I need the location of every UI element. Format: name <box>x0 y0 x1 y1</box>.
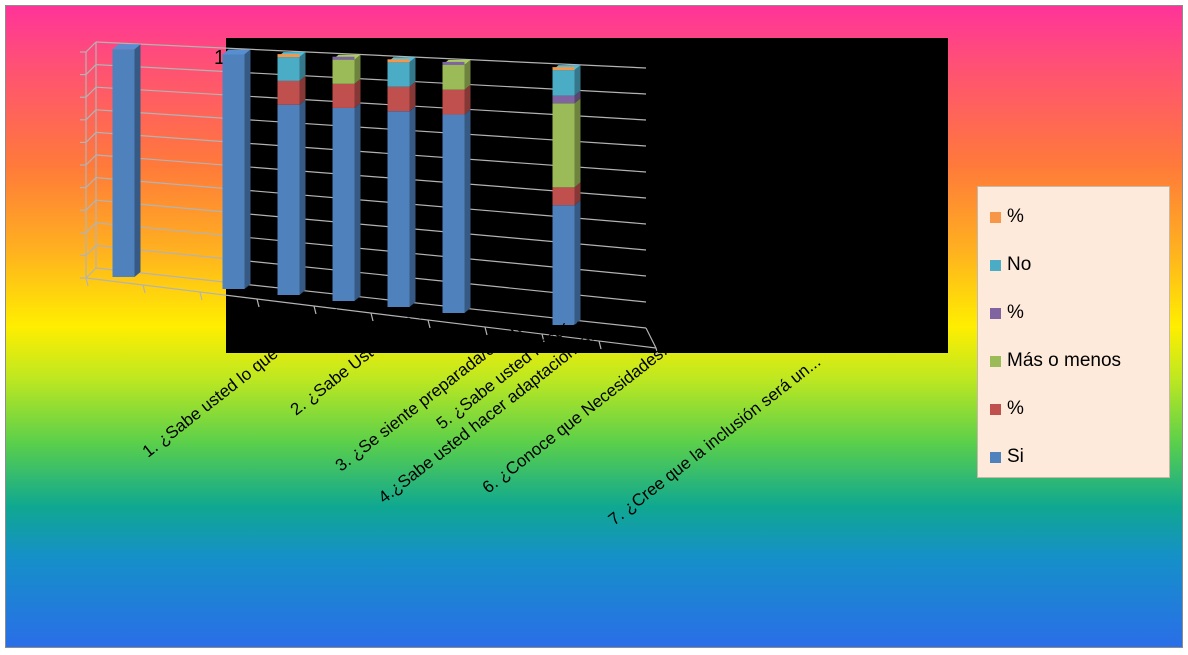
bar-side <box>574 90 581 104</box>
bar-segment <box>332 83 355 108</box>
category-label: 1. ¿Sabe usted lo que significa... <box>139 294 345 461</box>
legend-item: % <box>990 397 1024 421</box>
bar-side <box>574 182 581 206</box>
gridline <box>85 199 97 211</box>
legend-label: % <box>1007 398 1024 419</box>
bar-side <box>409 57 416 87</box>
bar-side <box>409 106 416 308</box>
bar-segment <box>277 80 300 105</box>
legend-label: No <box>1007 254 1032 275</box>
bar-side <box>464 109 471 314</box>
bar-segment <box>332 59 355 84</box>
legend-label: Si <box>1007 446 1024 467</box>
y-tick-label: 1 <box>214 47 225 69</box>
legend-label: % <box>1007 302 1024 323</box>
x-tick <box>142 284 146 294</box>
gridline <box>85 41 97 53</box>
legend-swatch <box>990 355 1001 367</box>
gridline <box>95 41 647 69</box>
bar-segment <box>552 103 575 188</box>
legend-label: Más o menos <box>1007 350 1122 371</box>
x-tick <box>370 312 374 322</box>
bar-segment <box>552 70 575 96</box>
bar-segment <box>332 56 355 60</box>
legend-swatch <box>990 451 1001 463</box>
gridline <box>85 64 97 76</box>
legend-item: % <box>990 301 1024 325</box>
bar-segment <box>332 107 355 302</box>
legend-item: No <box>990 253 1031 277</box>
bar-segment <box>387 62 410 87</box>
bar-side <box>354 102 361 302</box>
legend-swatch <box>990 211 1001 223</box>
gridline <box>85 154 97 166</box>
x-tick <box>256 298 260 308</box>
bar-top <box>222 49 251 55</box>
bar-top <box>112 44 141 50</box>
bar-side <box>134 44 141 277</box>
bar-segment <box>442 89 465 115</box>
legend-item: Más o menos <box>990 349 1121 373</box>
x-tick <box>199 291 203 301</box>
bar-segment <box>442 64 465 90</box>
x-tick <box>541 333 545 343</box>
legend: % No % Más o menos % Si <box>977 186 1170 478</box>
bar-side <box>464 84 471 115</box>
gridline <box>85 131 97 143</box>
bar-segment <box>552 187 575 206</box>
gridline <box>85 109 97 121</box>
bar-segment <box>552 205 575 325</box>
bar-side <box>299 99 306 296</box>
bar-segment <box>387 59 410 63</box>
bar-side <box>354 54 361 84</box>
bar-segment <box>552 67 575 71</box>
bar-segment <box>277 57 300 81</box>
x-tick <box>427 319 431 329</box>
gridline <box>85 267 97 279</box>
bar-side <box>574 65 581 96</box>
x-tick <box>484 326 488 336</box>
bar-segment <box>442 114 465 314</box>
bar-segment <box>222 54 245 289</box>
x-axis-line <box>645 327 657 349</box>
x-tick <box>655 347 659 357</box>
bar-segment <box>552 95 575 104</box>
gridline <box>85 222 97 234</box>
bar-side <box>354 78 361 108</box>
bar-side <box>409 81 416 112</box>
bar-side <box>299 52 306 81</box>
chart-svg: 11. ¿Sabe usted lo que significa...2. ¿S… <box>80 41 824 529</box>
bar-segment <box>387 111 410 308</box>
legend-item: Si <box>990 445 1024 469</box>
bar-segment <box>277 54 300 58</box>
bar-side <box>574 200 581 325</box>
bar-segment <box>442 61 465 65</box>
bar-side <box>464 59 471 90</box>
bar-side <box>244 49 251 289</box>
legend-item: % <box>990 205 1024 229</box>
x-tick <box>85 277 89 287</box>
bar-side <box>574 98 581 188</box>
bar-side <box>299 75 306 105</box>
gridline <box>85 244 97 256</box>
legend-label: % <box>1007 206 1024 227</box>
legend-swatch <box>990 403 1001 415</box>
gridline <box>85 177 97 189</box>
chart-area: 1 1. ¿Sabe usted lo que significa... 2. ¿S… <box>5 5 1183 648</box>
bar-segment <box>277 104 300 296</box>
bar-segment <box>112 49 135 277</box>
bar-segment <box>387 86 410 112</box>
legend-swatch <box>990 259 1001 271</box>
gridline <box>85 86 97 98</box>
x-tick <box>313 305 317 315</box>
x-tick <box>598 340 602 350</box>
legend-swatch <box>990 307 1001 319</box>
